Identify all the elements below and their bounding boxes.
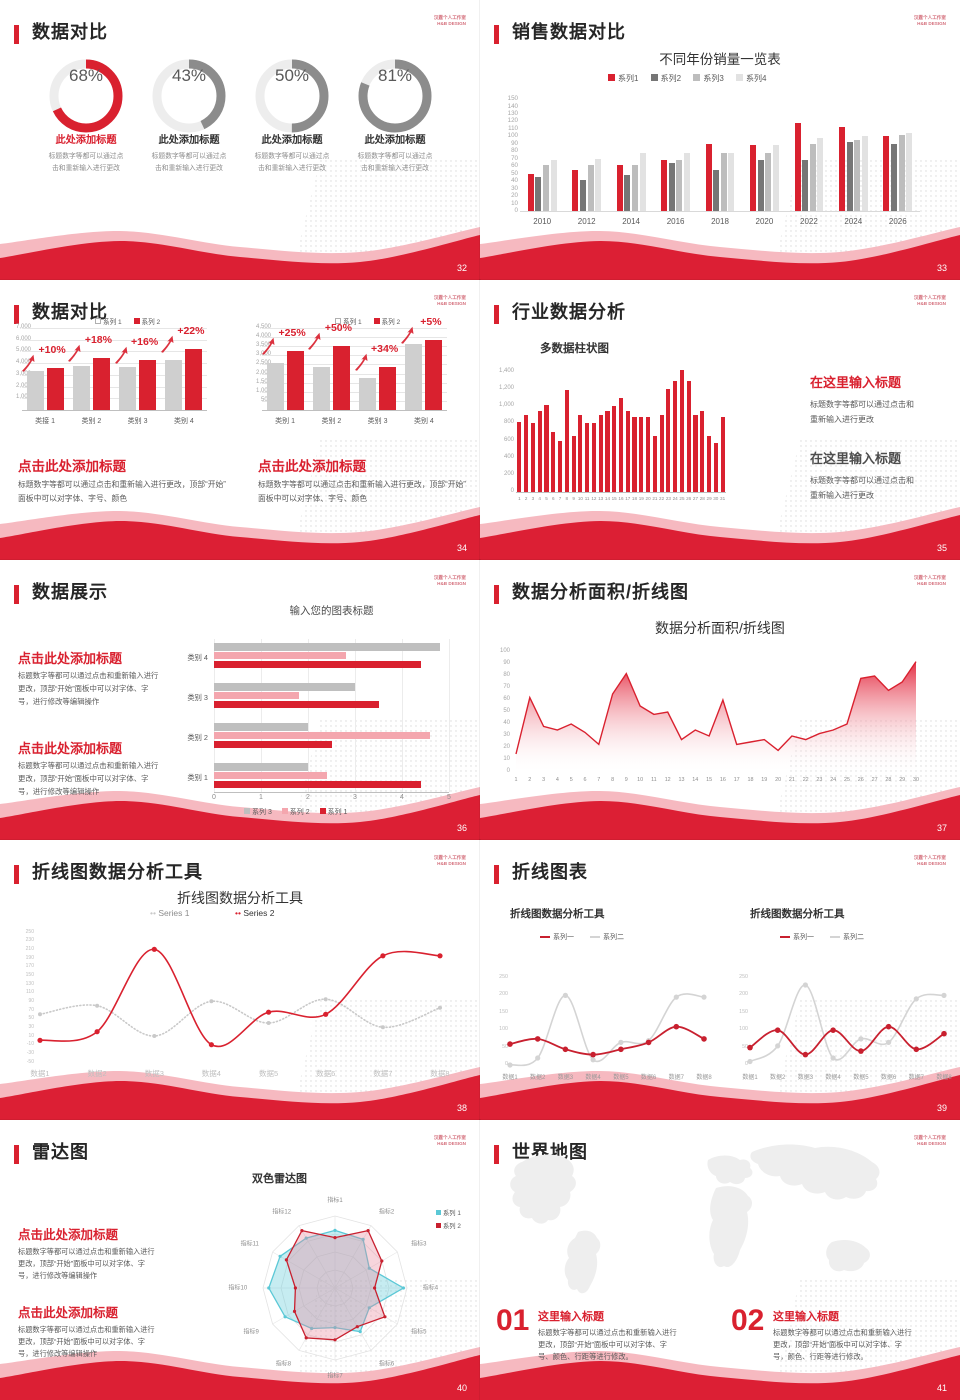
svg-text:指标10: 指标10 — [229, 1284, 248, 1292]
svg-text:指标6: 指标6 — [379, 1360, 395, 1368]
svg-text:指标5: 指标5 — [411, 1327, 427, 1335]
svg-text:指标2: 指标2 — [379, 1207, 395, 1215]
svg-text:指标11: 指标11 — [241, 1240, 260, 1248]
svg-text:指标4: 指标4 — [423, 1284, 439, 1292]
svg-text:指标12: 指标12 — [272, 1207, 291, 1215]
svg-text:指标9: 指标9 — [244, 1327, 260, 1335]
svg-text:指标3: 指标3 — [411, 1240, 427, 1248]
svg-text:指标1: 指标1 — [327, 1196, 343, 1204]
svg-text:指标7: 指标7 — [327, 1371, 343, 1379]
svg-text:指标8: 指标8 — [276, 1360, 292, 1368]
